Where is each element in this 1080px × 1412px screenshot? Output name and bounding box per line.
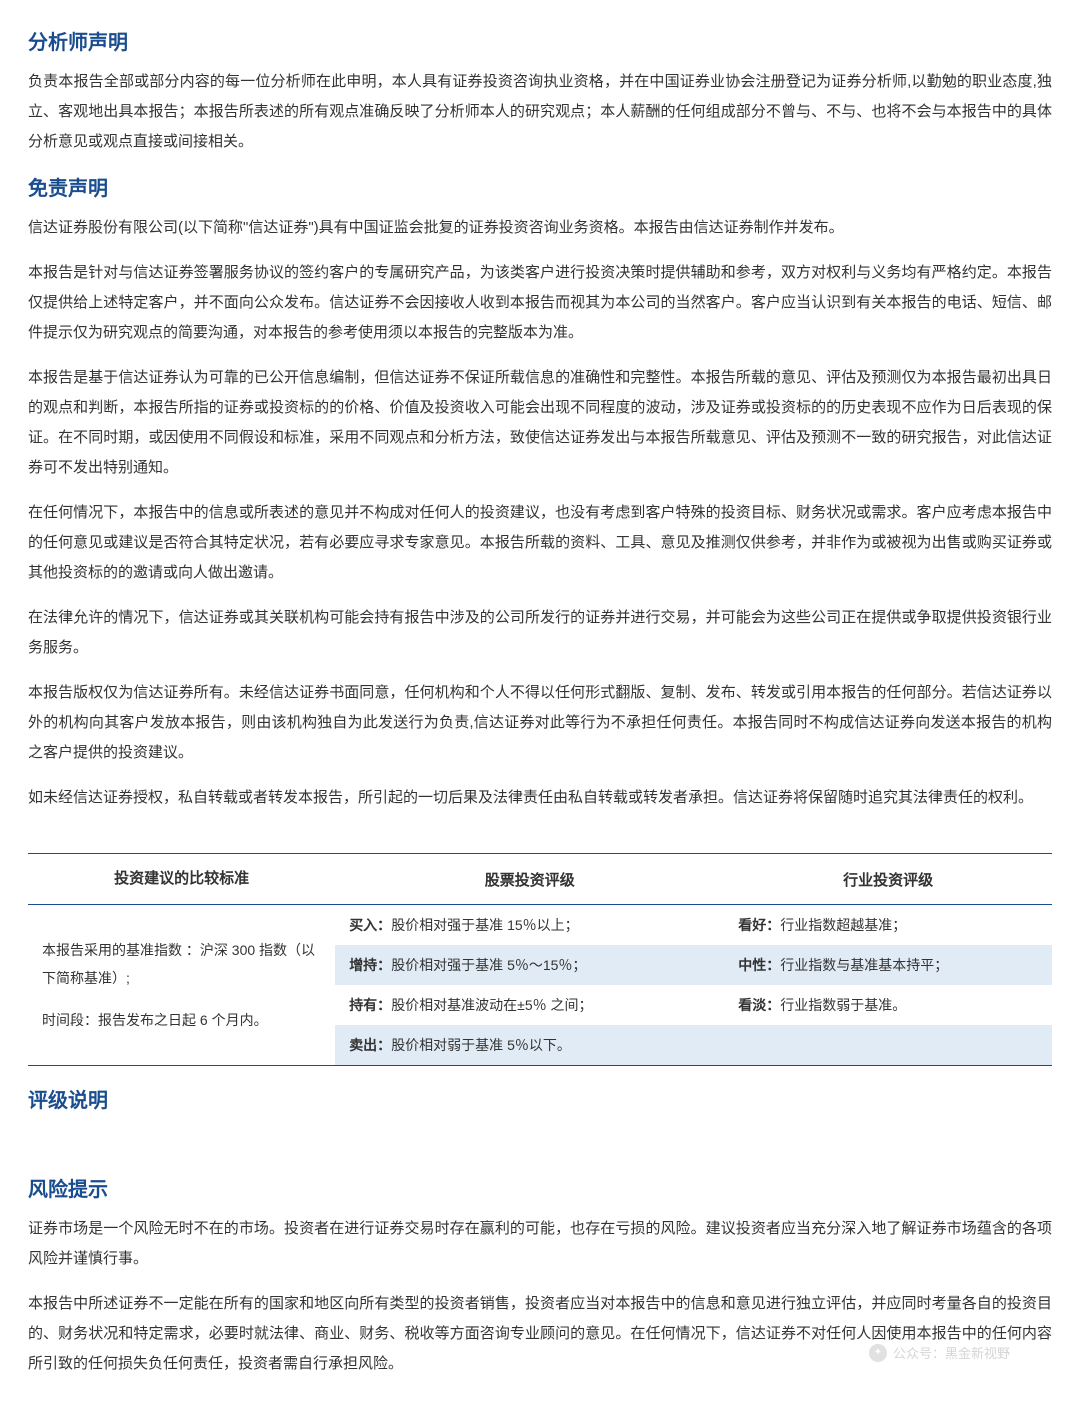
ratings-table: 投资建议的比较标准 股票投资评级 行业投资评级 本报告采用的基准指数 ：沪深 3…	[28, 853, 1052, 1066]
industry-rating-cell: 看淡：行业指数弱于基准。	[724, 985, 1052, 1025]
risk-warning-paragraph-1: 证券市场是一个风险无时不在的市场。投资者在进行证券交易时存在赢利的可能，也存在亏…	[28, 1214, 1052, 1274]
section-title-disclaimer: 免责声明	[28, 172, 1052, 201]
stock-rating-desc: 股价相对强于基准 15％以上；	[391, 917, 578, 933]
header-industry-rating: 行业投资评级	[724, 854, 1052, 905]
stock-rating-cell: 增持：股价相对强于基准 5％～15％；	[335, 945, 724, 985]
standard-line2: 时间段：报告发布之日起 6 个月内。	[42, 1006, 321, 1034]
header-standard: 投资建议的比较标准	[28, 854, 335, 905]
stock-rating-label: 卖出：	[349, 1037, 391, 1053]
stock-rating-desc: 股价相对弱于基准 5％以下。	[391, 1037, 571, 1053]
disclaimer-paragraph-7: 如未经信达证券授权，私自转载或者转发本报告，所引起的一切后果及法律责任由私自转载…	[28, 783, 1052, 813]
stock-rating-cell: 买入：股价相对强于基准 15％以上；	[335, 905, 724, 946]
stock-rating-desc: 股价相对强于基准 5％～15％；	[391, 957, 586, 973]
industry-rating-cell: 中性：行业指数与基准基本持平；	[724, 945, 1052, 985]
table-row: 本报告采用的基准指数 ：沪深 300 指数（以下简称基准）; 时间段：报告发布之…	[28, 905, 1052, 946]
industry-rating-label: 看好：	[738, 917, 780, 933]
section-title-rating-explanation: 评级说明	[28, 1084, 1052, 1113]
watermark-text: 公众号：黑金新视野	[893, 1343, 1010, 1362]
industry-rating-cell: 看好：行业指数超越基准；	[724, 905, 1052, 946]
wechat-icon: ✦	[869, 1344, 887, 1362]
industry-rating-desc: 行业指数与基准基本持平；	[780, 957, 948, 973]
industry-rating-label: 中性：	[738, 957, 780, 973]
stock-rating-label: 买入：	[349, 917, 391, 933]
disclaimer-paragraph-5: 在法律允许的情况下，信达证券或其关联机构可能会持有报告中涉及的公司所发行的证券并…	[28, 603, 1052, 663]
industry-rating-desc: 行业指数弱于基准。	[780, 997, 906, 1013]
disclaimer-paragraph-6: 本报告版权仅为信达证券所有。未经信达证券书面同意，任何机构和个人不得以任何形式翻…	[28, 678, 1052, 768]
disclaimer-paragraph-4: 在任何情况下，本报告中的信息或所表述的意见并不构成对任何人的投资建议，也没有考虑…	[28, 498, 1052, 588]
industry-rating-label: 看淡：	[738, 997, 780, 1013]
section-title-risk-warning: 风险提示	[28, 1173, 1052, 1202]
analyst-statement-paragraph: 负责本报告全部或部分内容的每一位分析师在此申明，本人具有证券投资咨询执业资格，并…	[28, 67, 1052, 157]
industry-rating-desc: 行业指数超越基准；	[780, 917, 906, 933]
disclaimer-paragraph-2: 本报告是针对与信达证券签署服务协议的签约客户的专属研究产品，为该类客户进行投资决…	[28, 258, 1052, 348]
stock-rating-label: 持有：	[349, 997, 391, 1013]
table-header-row: 投资建议的比较标准 股票投资评级 行业投资评级	[28, 854, 1052, 905]
stock-rating-desc: 股价相对基准波动在±5％ 之间；	[391, 997, 592, 1013]
stock-rating-label: 增持：	[349, 957, 391, 973]
industry-rating-cell	[724, 1025, 1052, 1066]
stock-rating-cell: 卖出：股价相对弱于基准 5％以下。	[335, 1025, 724, 1066]
header-stock-rating: 股票投资评级	[335, 854, 724, 905]
disclaimer-paragraph-3: 本报告是基于信达证券认为可靠的已公开信息编制，但信达证券不保证所载信息的准确性和…	[28, 363, 1052, 483]
standard-cell: 本报告采用的基准指数 ：沪深 300 指数（以下简称基准）; 时间段：报告发布之…	[28, 905, 335, 1066]
standard-line1: 本报告采用的基准指数 ：沪深 300 指数（以下简称基准）;	[42, 936, 321, 992]
watermark: ✦ 公众号：黑金新视野	[869, 1343, 1010, 1362]
stock-rating-cell: 持有：股价相对基准波动在±5％ 之间；	[335, 985, 724, 1025]
risk-warning-paragraph-2: 本报告中所述证券不一定能在所有的国家和地区向所有类型的投资者销售，投资者应当对本…	[28, 1289, 1052, 1379]
section-title-analyst: 分析师声明	[28, 26, 1052, 55]
disclaimer-paragraph-1: 信达证券股份有限公司(以下简称"信达证券")具有中国证监会批复的证券投资咨询业务…	[28, 213, 1052, 243]
